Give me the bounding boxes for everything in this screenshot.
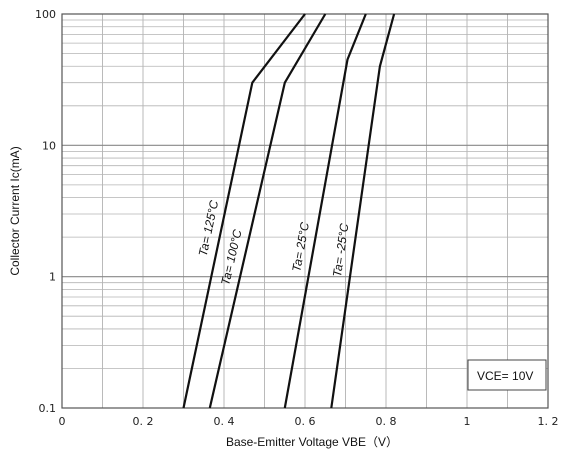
x-tick-label: 1 — [464, 415, 471, 428]
x-tick-label: 0 — [59, 415, 66, 428]
grid-lines — [62, 14, 548, 408]
vce-annotation-box: VCE= 10V — [467, 359, 547, 391]
y-tick-label: 0.1 — [39, 402, 57, 415]
x-tick-label: 0. 2 — [133, 415, 154, 428]
curves-group — [182, 13, 396, 409]
series-line-2 — [208, 13, 327, 409]
x-tick-label: 0. 6 — [295, 415, 316, 428]
y-axis-title: Collector Current Ic(mA) — [8, 146, 22, 275]
vce-annotation-text: VCE= 10V — [477, 369, 533, 383]
x-tick-label: 0. 4 — [214, 415, 235, 428]
series-line-3 — [283, 13, 367, 409]
y-tick-label: 100 — [35, 8, 56, 21]
y-tick-label: 1 — [49, 271, 56, 284]
y-tick-label: 10 — [42, 139, 56, 152]
series-line-4 — [330, 13, 396, 409]
x-axis-title: Base-Emitter Voltage VBE（V） — [226, 435, 398, 449]
series-line-1 — [182, 13, 306, 409]
x-tick-label: 1. 2 — [538, 415, 559, 428]
tick-labels: 0 0. 2 0. 4 0. 6 0. 8 1 1. 2 0.1 1 10 100 — [35, 8, 559, 428]
x-tick-label: 0. 8 — [376, 415, 397, 428]
